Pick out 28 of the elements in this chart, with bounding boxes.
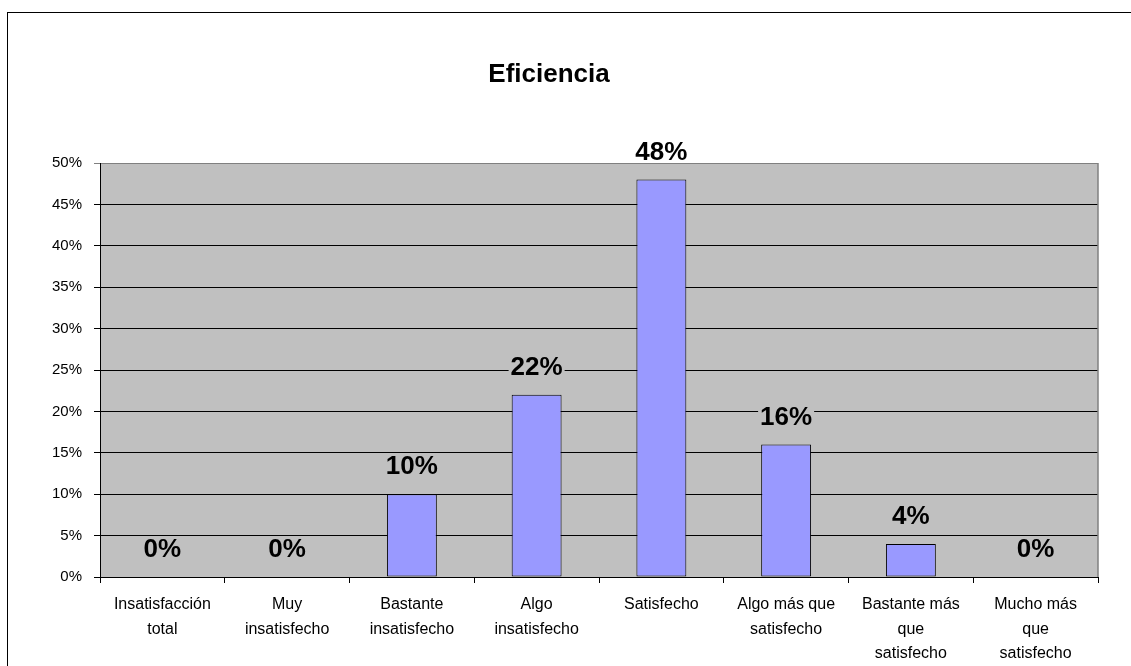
data-label: 0% xyxy=(143,533,182,563)
y-tick-label: 50% xyxy=(51,153,82,171)
data-label: 16% xyxy=(760,400,813,431)
y-tick-label: 40% xyxy=(51,235,82,253)
data-label: 4% xyxy=(892,499,930,530)
y-tick-label: 45% xyxy=(51,194,82,212)
x-tick-label: Insatisfacción total xyxy=(113,594,211,637)
x-tick-label: Mucho más que satisfecho xyxy=(994,594,1077,662)
y-tick-label: 10% xyxy=(51,484,82,502)
data-label: 10% xyxy=(385,450,438,481)
x-tick-label: Algo insatisfecho xyxy=(494,594,579,637)
y-tick-label: 20% xyxy=(51,401,82,419)
data-label: 0% xyxy=(1016,533,1055,563)
y-tick-label: 35% xyxy=(51,277,82,295)
data-label: 48% xyxy=(635,135,688,166)
x-tick-label: Satisfecho xyxy=(624,594,699,612)
y-tick-label: 0% xyxy=(60,567,82,585)
y-tick-label: 25% xyxy=(51,360,82,378)
x-tick-label: Bastante insatisfecho xyxy=(369,594,455,637)
x-tick-label: Muy insatisfecho xyxy=(244,594,330,637)
y-tick-label: 30% xyxy=(51,318,82,336)
chart-title: Eficiencia xyxy=(488,57,611,88)
x-tick-label: Algo más que satisfecho xyxy=(737,594,836,637)
data-label: 0% xyxy=(268,533,306,563)
x-tick-label: Bastante más que satisfecho xyxy=(861,594,960,662)
y-tick-label: 15% xyxy=(51,442,82,460)
y-tick-label: 5% xyxy=(60,525,82,543)
data-label: 22% xyxy=(510,350,563,381)
